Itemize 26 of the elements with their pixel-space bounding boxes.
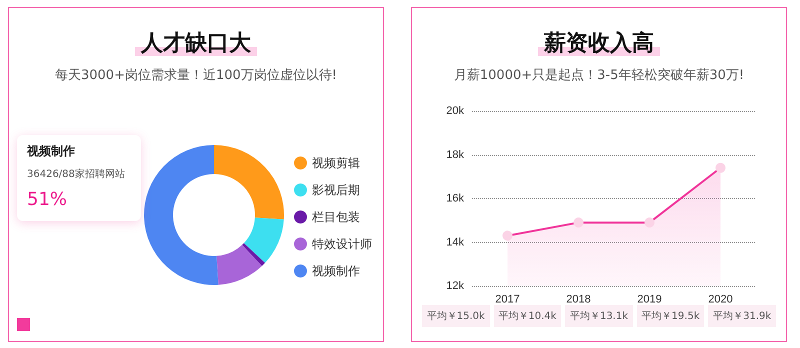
x-tick-label: 2017 bbox=[495, 294, 520, 306]
chart-title: 薪资收入高 bbox=[538, 31, 660, 56]
legend-label: 视频剪辑 bbox=[312, 156, 360, 170]
chart-title: 人才缺口大 bbox=[135, 31, 257, 56]
chart-subtitle: 每天3000+岗位需求量！近100万岗位虚位以待! bbox=[54, 67, 338, 84]
y-tick-label: 18k bbox=[446, 148, 464, 161]
legend-label: 影视后期 bbox=[312, 183, 360, 197]
y-tick-label: 20k bbox=[446, 105, 464, 117]
text: 36426/88家招聘网站 bbox=[27, 168, 126, 181]
y-tick-label: 14k bbox=[446, 236, 464, 248]
y-tick-label: 12k bbox=[446, 280, 464, 292]
text: 平均￥19.5k bbox=[636, 305, 704, 327]
text: 平均￥10.4k bbox=[494, 305, 562, 327]
chart-subtitle: 月薪10000+只是起点！3-5年轻松突破年薪30万! bbox=[452, 67, 746, 84]
text: 平均￥13.1k bbox=[565, 305, 633, 327]
text: 51% bbox=[27, 189, 68, 210]
text: 平均￥31.9k bbox=[708, 305, 776, 327]
legend-label: 栏目包装 bbox=[311, 210, 360, 224]
x-tick-label: 2019 bbox=[637, 294, 662, 306]
x-tick-label: 2018 bbox=[566, 294, 591, 306]
x-tick-label: 2020 bbox=[708, 294, 733, 306]
legend-label: 特效设计师 bbox=[312, 237, 372, 251]
y-tick-label: 16k bbox=[446, 192, 464, 204]
legend-label: 视频制作 bbox=[312, 264, 360, 278]
text: 视频制作 bbox=[27, 143, 76, 160]
text: 平均￥15.0k bbox=[422, 305, 490, 327]
